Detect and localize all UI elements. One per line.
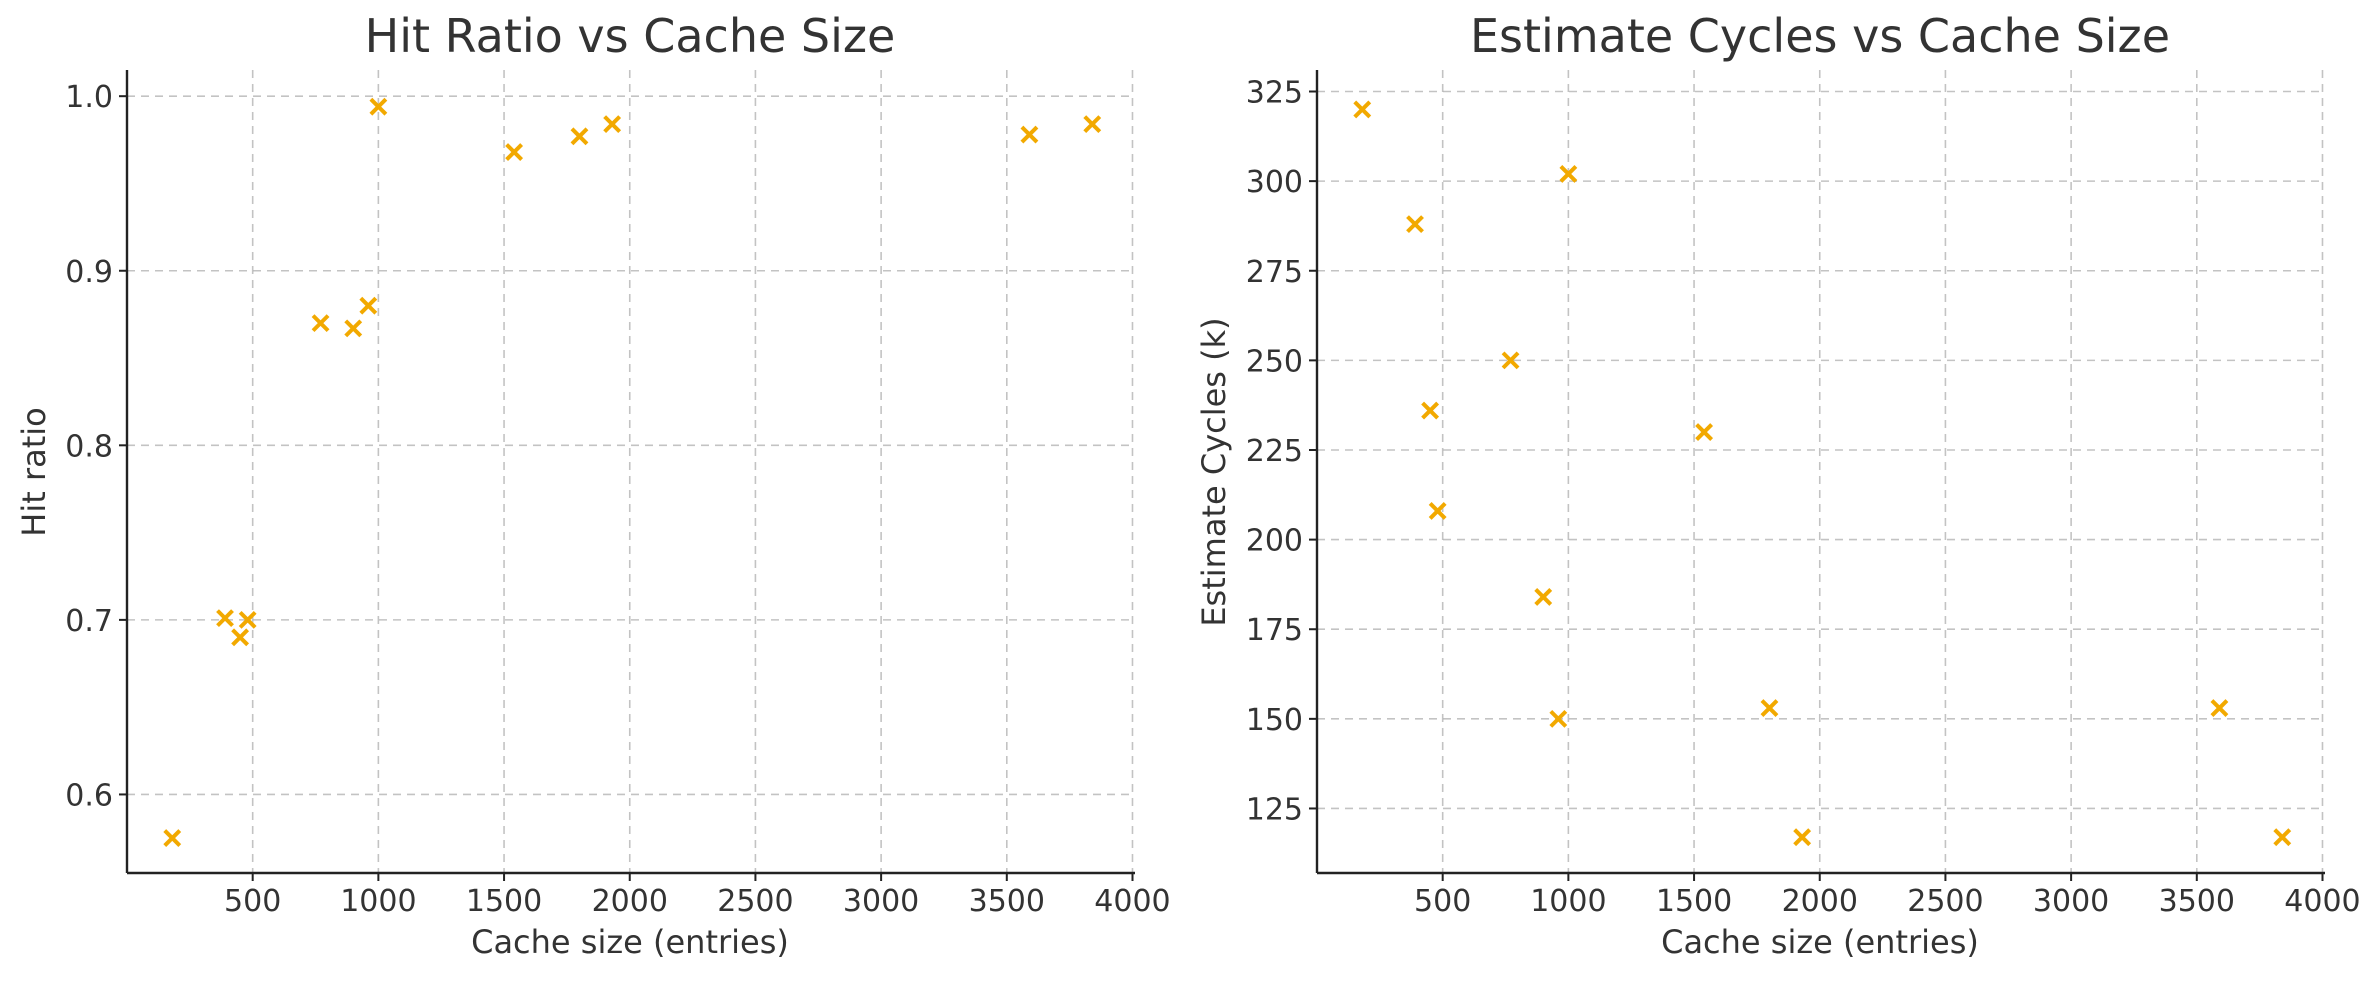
hit-ratio-chart-svg: Hit Ratio vs Cache Size 500 1000 1500 2000 2…: [15, 9, 1171, 961]
x-tick-label: 2500: [717, 884, 793, 919]
ticks: 500 1000 1500 2000 2500 3000 3500 4000 0.6 0.7 0.8…: [65, 80, 1170, 919]
data-point-x-marker: [311, 314, 330, 333]
y-axis-label: Estimate Cycles (k): [1195, 317, 1233, 626]
x-tick-label: 4000: [1094, 884, 1170, 919]
estimate-cycles-chart-svg: Estimate Cycles vs Cache Size 500 1000 150…: [1195, 9, 2361, 961]
x-tick-label: 500: [1414, 884, 1471, 919]
data-point-x-marker: [1353, 100, 1372, 119]
y-tick-label: 200: [1246, 524, 1303, 559]
y-tick-label: 225: [1246, 434, 1303, 469]
data-point-x-marker: [231, 628, 250, 647]
estimate-cycles-chart: Estimate Cycles vs Cache Size 500 1000 150…: [1180, 0, 2379, 984]
x-tick-label: 4000: [2284, 884, 2360, 919]
y-tick-label: 175: [1246, 613, 1303, 648]
x-tick-label: 1000: [340, 884, 416, 919]
chart-title: Estimate Cycles vs Cache Size: [1470, 9, 2170, 63]
data-point-x-marker: [238, 610, 257, 629]
data-point-x-marker: [1020, 125, 1039, 144]
data-point-x-marker: [163, 829, 182, 848]
data-point-x-marker: [1793, 828, 1812, 847]
data-point-x-marker: [344, 319, 363, 338]
y-tick-label: 125: [1246, 792, 1303, 827]
y-tick-label: 0.9: [65, 255, 113, 290]
data-point-x-marker: [1760, 699, 1779, 718]
x-tick-label: 1500: [466, 884, 542, 919]
hit-ratio-chart: Hit Ratio vs Cache Size 500 1000 1500 2000 2…: [0, 0, 1180, 984]
ticks: 500 1000 1500 2000 2500 3000 3500 4000 125 150 175…: [1246, 76, 2361, 919]
data-point-x-marker: [2210, 699, 2229, 718]
grid: [1317, 70, 2325, 873]
points: [163, 97, 1102, 848]
y-tick-label: 275: [1246, 255, 1303, 290]
data-point-x-marker: [216, 609, 234, 628]
x-tick-label: 1500: [1656, 884, 1732, 919]
x-tick-label: 3500: [969, 884, 1045, 919]
data-point-x-marker: [2273, 828, 2292, 847]
y-tick-label: 0.6: [65, 778, 113, 813]
x-tick-label: 2000: [1782, 884, 1858, 919]
data-point-x-marker: [369, 97, 388, 116]
y-tick-label: 300: [1246, 165, 1303, 200]
data-point-x-marker: [1083, 115, 1102, 134]
y-tick-label: 325: [1246, 76, 1303, 111]
data-point-x-marker: [1559, 165, 1578, 183]
x-tick-label: 2500: [1907, 884, 1983, 919]
data-point-x-marker: [570, 127, 589, 146]
y-tick-label: 250: [1246, 344, 1303, 379]
data-point-x-marker: [1428, 502, 1447, 520]
data-point-x-marker: [1421, 401, 1440, 420]
data-point-x-marker: [1534, 588, 1553, 606]
y-tick-label: 150: [1246, 703, 1303, 738]
y-axis-label: Hit ratio: [15, 407, 53, 536]
x-axis-label: Cache size (entries): [1661, 923, 1979, 961]
y-tick-label: 0.8: [65, 429, 113, 464]
grid: [127, 70, 1135, 873]
x-tick-label: 3500: [2159, 884, 2235, 919]
x-axis-label: Cache size (entries): [471, 923, 789, 961]
y-tick-label: 1.0: [65, 80, 113, 115]
data-point-x-marker: [1406, 215, 1424, 234]
data-point-x-marker: [603, 115, 622, 134]
points: [1353, 100, 2292, 847]
data-point-x-marker: [1695, 423, 1714, 441]
x-tick-label: 3000: [2033, 884, 2109, 919]
data-point-x-marker: [1501, 351, 1520, 370]
data-point-x-marker: [359, 296, 378, 315]
y-tick-label: 0.7: [65, 604, 113, 639]
data-point-x-marker: [1549, 709, 1568, 728]
x-tick-label: 500: [224, 884, 281, 919]
x-tick-label: 2000: [592, 884, 668, 919]
x-tick-label: 3000: [843, 884, 919, 919]
x-tick-label: 1000: [1530, 884, 1606, 919]
data-point-x-marker: [505, 143, 524, 161]
chart-title: Hit Ratio vs Cache Size: [365, 9, 896, 63]
